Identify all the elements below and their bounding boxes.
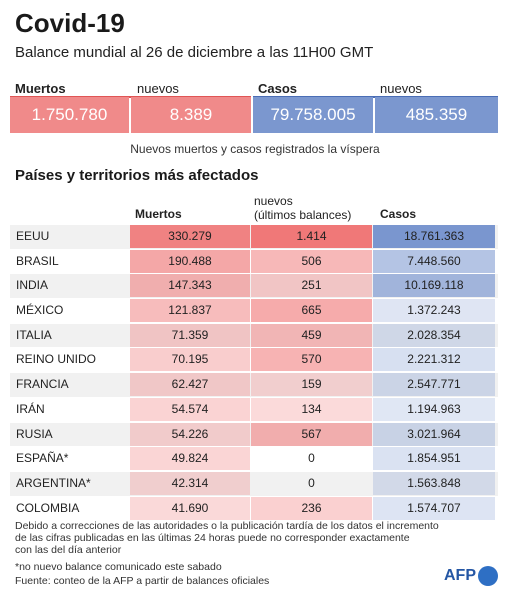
section-title: Países y territorios más afectados xyxy=(15,167,259,184)
table-row: FRANCIA 62.427 159 2.547.771 xyxy=(10,373,498,398)
country-name: BRASIL xyxy=(16,253,59,268)
footer-line3: con las del día anterior xyxy=(15,544,122,556)
country-name: IRÁN xyxy=(16,401,45,416)
summary-deaths-value: 1.750.780 xyxy=(10,97,129,133)
deaths-cell: 54.226 xyxy=(130,422,250,446)
country-name: ESPAÑA* xyxy=(16,451,69,466)
deaths-cell: 54.574 xyxy=(130,397,250,421)
table-row: REINO UNIDO 70.195 570 2.221.312 xyxy=(10,348,498,374)
footer-line2: de las cifras publicadas en las últimas … xyxy=(15,532,410,544)
cases-cell: 1.372.243 xyxy=(373,299,495,323)
cases-cell: 1.194.963 xyxy=(373,397,495,421)
page-subtitle: Balance mundial al 26 de diciembre a las… xyxy=(15,44,374,61)
new-deaths-cell: 134 xyxy=(251,397,372,421)
col-cases-header: Casos xyxy=(380,207,417,221)
new-deaths-cell: 236 xyxy=(251,496,372,520)
new-deaths-cell: 459 xyxy=(251,323,372,347)
countries-table: EEUU 330.279 1.414 18.761.363 BRASIL 190.488 5… xyxy=(10,225,498,522)
table-row: ARGENTINA* 42.314 0 1.563.848 xyxy=(10,471,498,497)
deaths-cell: 41.690 xyxy=(130,496,250,520)
new-deaths-cell: 0 xyxy=(308,475,315,490)
deaths-rule xyxy=(10,96,251,98)
summary-deaths-label: Muertos xyxy=(15,81,66,96)
new-deaths-cell: 0 xyxy=(308,451,315,466)
afp-logo-text: AFP xyxy=(444,567,476,584)
cases-cell: 2.547.771 xyxy=(373,373,495,397)
new-deaths-cell: 665 xyxy=(251,299,372,323)
summary-cases-value: 79.758.005 xyxy=(253,97,373,133)
table-row: EEUU 330.279 1.414 18.761.363 xyxy=(10,225,498,250)
country-name: EEUU xyxy=(16,229,50,243)
cases-cell: 7.448.560 xyxy=(373,249,495,273)
table-row: BRASIL 190.488 506 7.448.560 xyxy=(10,249,498,275)
summary-cases-label: Casos xyxy=(258,81,298,96)
summary-deaths-new-label: nuevos xyxy=(137,81,179,96)
deaths-cell: 121.837 xyxy=(130,299,250,323)
deaths-cell: 330.279 xyxy=(130,225,250,248)
deaths-cell: 70.195 xyxy=(130,348,250,372)
country-name: COLOMBIA xyxy=(16,500,80,515)
deaths-cell: 147.343 xyxy=(130,274,250,298)
afp-logo: AFP xyxy=(444,566,498,586)
cases-cell: 1.574.707 xyxy=(373,496,495,520)
page-title: Covid-19 xyxy=(15,8,125,38)
new-deaths-cell: 570 xyxy=(251,348,372,372)
country-name: FRANCIA xyxy=(16,377,69,392)
footer-source: Fuente: conteo de la AFP a partir de bal… xyxy=(15,575,270,587)
cases-cell: 1.854.951 xyxy=(373,447,495,471)
deaths-cell: 49.824 xyxy=(130,447,250,471)
new-deaths-cell: 251 xyxy=(251,274,372,298)
deaths-cell: 190.488 xyxy=(130,249,250,273)
table-row: ESPAÑA* 49.824 0 1.854.951 xyxy=(10,447,498,472)
country-name: MÉXICO xyxy=(16,303,64,318)
deaths-cell: 71.359 xyxy=(130,323,250,347)
table-row: IRÁN 54.574 134 1.194.963 xyxy=(10,397,498,423)
table-row: RUSIA 54.226 567 3.021.964 xyxy=(10,422,498,448)
new-deaths-cell: 1.414 xyxy=(251,225,372,248)
country-name: ARGENTINA* xyxy=(16,475,91,490)
cases-cell: 2.028.354 xyxy=(373,323,495,347)
cases-cell: 10.169.118 xyxy=(373,274,495,298)
country-name: INDIA xyxy=(16,278,49,293)
col-new-header-line2: (últimos balances) xyxy=(254,208,352,222)
new-deaths-cell: 567 xyxy=(251,422,372,446)
afp-logo-dot xyxy=(478,566,498,586)
col-deaths-header: Muertos xyxy=(135,207,182,221)
deaths-cell: 62.427 xyxy=(130,373,250,397)
cases-cell: 1.563.848 xyxy=(373,471,495,495)
summary-cases-new-value: 485.359 xyxy=(375,97,498,133)
cases-cell: 3.021.964 xyxy=(373,422,495,446)
cases-cell: 18.761.363 xyxy=(373,225,495,248)
table-row: INDIA 147.343 251 10.169.118 xyxy=(10,274,498,300)
summary-cases-new-label: nuevos xyxy=(380,81,422,96)
footer-line1: Debido a correcciones de las autoridades… xyxy=(15,520,439,532)
summary-deaths-new-value: 8.389 xyxy=(131,97,251,133)
new-deaths-cell: 159 xyxy=(251,373,372,397)
deaths-cell: 42.314 xyxy=(130,471,250,495)
country-name: RUSIA xyxy=(16,426,53,441)
table-row: MÉXICO 121.837 665 1.372.243 xyxy=(10,299,498,324)
cases-cell: 2.221.312 xyxy=(373,348,495,372)
table-row: COLOMBIA 41.690 236 1.574.707 xyxy=(10,496,498,522)
summary-note: Nuevos muertos y casos registrados la ví… xyxy=(130,142,380,156)
col-new-header-line1: nuevos xyxy=(254,194,293,208)
country-name: ITALIA xyxy=(16,327,52,342)
table-row: ITALIA 71.359 459 2.028.354 xyxy=(10,323,498,349)
country-name: REINO UNIDO xyxy=(16,352,97,367)
footer-footnote: *no nuevo balance comunicado este sabado xyxy=(15,561,222,573)
new-deaths-cell: 506 xyxy=(251,249,372,273)
